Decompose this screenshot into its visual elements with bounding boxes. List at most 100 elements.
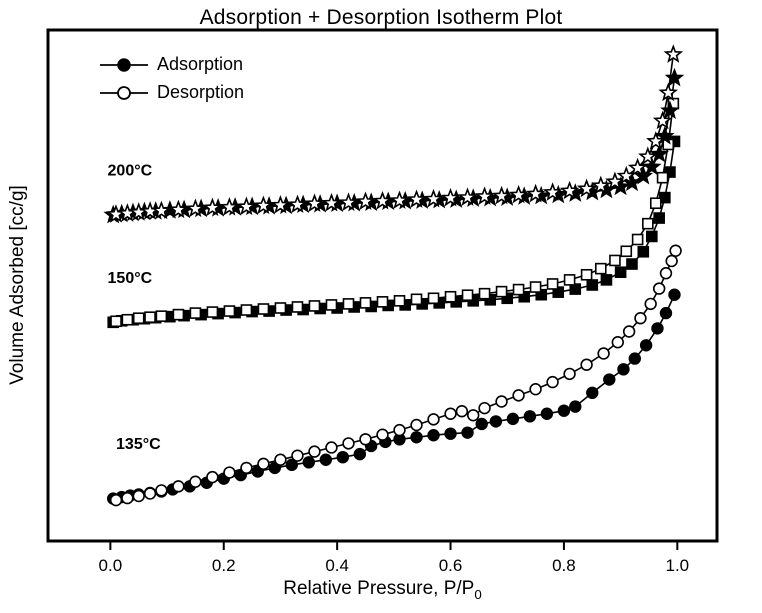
filled-circle-marker	[285, 458, 298, 472]
open-star-marker	[321, 192, 342, 212]
open-circle-marker	[223, 466, 236, 479]
open-star-marker	[253, 195, 274, 215]
open-circle-marker	[189, 475, 202, 488]
open-star-marker	[627, 157, 648, 177]
open-star-marker	[304, 193, 325, 213]
filled-square-marker	[586, 279, 599, 291]
filled-circle-marker	[617, 363, 630, 376]
open-circle-marker	[308, 445, 321, 458]
open-star-marker	[652, 110, 673, 130]
open-star-marker	[559, 180, 580, 200]
open-star-marker	[605, 171, 625, 190]
open-star-marker	[219, 197, 240, 216]
open-star-marker	[406, 189, 427, 208]
open-circle-marker-icon	[100, 85, 148, 100]
legend-label-adsorption: Adsorption	[157, 54, 244, 74]
open-star-marker	[457, 187, 478, 206]
filled-circle-marker	[268, 461, 281, 475]
filled-circle-marker	[427, 429, 440, 442]
filled-circle-marker	[603, 373, 616, 386]
filled-square-marker	[653, 212, 665, 224]
open-star-marker	[663, 44, 684, 63]
open-star-marker	[576, 178, 597, 198]
open-star-marker	[616, 165, 637, 185]
open-square-marker	[342, 298, 355, 310]
filled-circle-marker	[651, 322, 664, 335]
open-circle-marker	[669, 244, 682, 257]
open-circle-marker	[155, 484, 168, 497]
filled-circle-marker	[586, 386, 599, 400]
open-circle-marker	[529, 383, 542, 396]
filled-star-marker	[660, 100, 680, 120]
filled-star-marker	[664, 67, 685, 87]
open-circle-marker	[291, 449, 304, 462]
open-circle-marker	[644, 297, 657, 311]
filled-circle-marker	[569, 400, 582, 413]
open-star-marker	[646, 131, 666, 150]
x-tick-label: 0.2	[212, 556, 236, 575]
open-star-marker	[355, 191, 376, 211]
open-star-marker	[389, 190, 410, 209]
open-circle-marker	[274, 453, 287, 466]
filled-circle-marker	[475, 417, 488, 431]
filled-circle-marker	[628, 352, 641, 365]
x-tick-label: 0.8	[552, 556, 576, 575]
open-star-marker	[168, 199, 189, 219]
open-square-marker	[461, 289, 474, 302]
open-star-marker	[474, 186, 495, 205]
open-circle-marker	[495, 395, 508, 408]
open-circle-marker	[376, 428, 389, 441]
open-square-marker	[495, 285, 508, 298]
open-circle-marker	[427, 413, 440, 426]
open-circle-marker	[257, 457, 270, 471]
legend-label-desorption: Desorption	[157, 82, 245, 102]
open-star-marker	[338, 192, 359, 212]
open-square-marker	[410, 293, 423, 306]
temperature-label: 135°C	[116, 436, 161, 453]
open-star-marker	[423, 188, 444, 208]
open-square-marker	[580, 268, 593, 281]
open-circle-marker	[325, 441, 338, 454]
filled-circle-marker	[489, 415, 503, 428]
open-star-marker	[202, 197, 223, 217]
filled-square-marker	[600, 274, 613, 286]
filled-circle-marker	[523, 410, 537, 423]
open-square-marker	[121, 313, 134, 326]
open-star-marker	[287, 194, 308, 213]
filled-circle-marker	[659, 306, 673, 320]
open-circle-marker	[444, 407, 457, 420]
open-circle-marker	[393, 423, 406, 437]
filled-circle-marker	[319, 453, 333, 466]
open-square-marker	[144, 311, 156, 323]
temperature-label: 200°C	[108, 163, 153, 180]
open-star-marker	[525, 183, 546, 203]
open-square-marker	[649, 197, 662, 210]
open-square-marker	[393, 295, 406, 307]
filled-circle-marker	[336, 450, 350, 464]
open-circle-marker	[611, 336, 624, 349]
open-square-marker	[274, 302, 287, 314]
open-circle-marker	[634, 312, 647, 325]
open-square-marker	[206, 306, 219, 318]
open-circle-marker	[478, 401, 491, 415]
filled-circle-marker	[506, 412, 520, 426]
filled-circle-marker	[461, 426, 474, 439]
open-square-marker	[132, 312, 145, 325]
open-square-marker	[444, 290, 457, 303]
open-circle-marker	[342, 437, 355, 450]
open-square-marker	[172, 308, 185, 321]
filled-circle-marker	[540, 407, 554, 420]
open-square-marker	[110, 315, 122, 328]
open-star-marker	[508, 184, 529, 204]
filled-circle-marker	[557, 404, 571, 417]
open-square-marker	[642, 217, 654, 230]
open-square-marker	[376, 296, 389, 308]
filled-circle-marker	[444, 427, 457, 440]
open-circle-marker	[563, 367, 576, 381]
open-circle-marker	[206, 470, 219, 484]
open-square-marker	[656, 171, 669, 184]
temperature-label: 150°C	[108, 270, 153, 287]
open-square-marker	[609, 254, 621, 267]
filled-square-marker	[626, 258, 638, 270]
